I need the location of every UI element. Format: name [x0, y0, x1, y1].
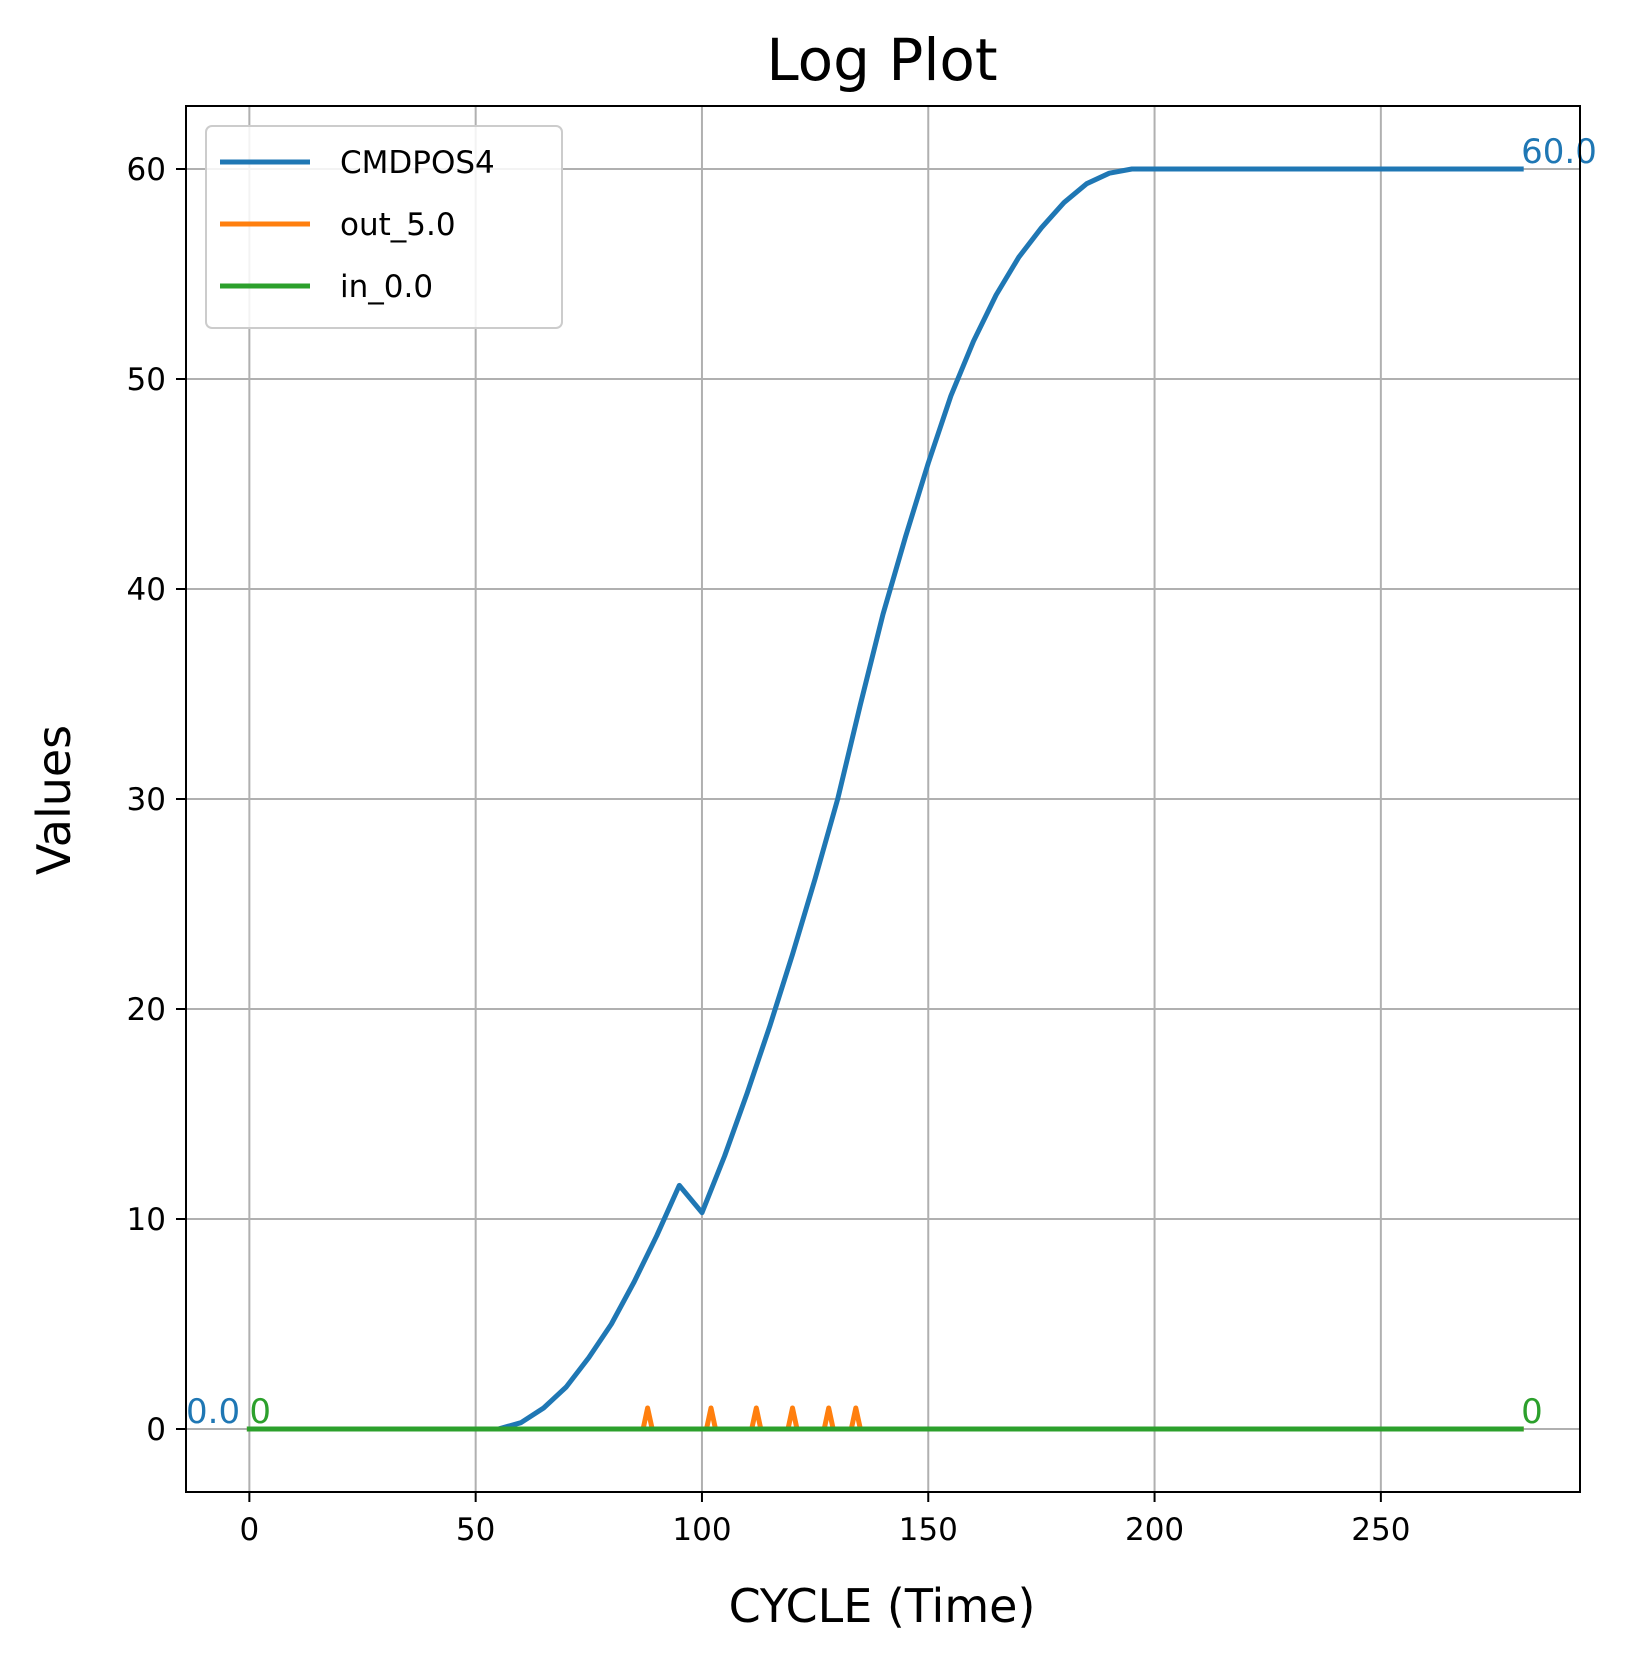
y-tick-label: 30 — [127, 782, 166, 818]
legend-label: CMDPOS4 — [340, 145, 495, 181]
data-annotation: 0 — [1521, 1392, 1543, 1432]
legend-box — [205, 125, 563, 329]
axis-ticks: 0 50 100 150 200 250 0 10 20 30 40 50 60 — [127, 152, 1411, 1548]
x-tick-label: 0 — [239, 1512, 259, 1548]
series-line-CMDPOS4 — [246, 166, 1524, 1432]
legend: CMDPOS4 out_5.0 in_0.0 — [205, 125, 563, 329]
y-axis-label: Values — [27, 725, 81, 875]
y-tick-label: 40 — [127, 572, 166, 608]
x-tick-label: 50 — [456, 1512, 495, 1548]
y-tick-label: 60 — [127, 152, 166, 188]
series-layer — [246, 166, 1524, 1432]
y-tick-label: 0 — [146, 1412, 166, 1448]
plot-frame — [185, 105, 1581, 1493]
data-annotation: 0 — [249, 1392, 271, 1432]
y-tick-label: 20 — [127, 992, 166, 1028]
y-tick-label: 50 — [127, 362, 166, 398]
legend-label: out_5.0 — [340, 207, 456, 243]
x-tick-label: 100 — [672, 1512, 731, 1548]
x-tick-label: 150 — [899, 1512, 958, 1548]
x-tick-label: 250 — [1351, 1512, 1410, 1548]
x-axis-label: CYCLE (Time) — [729, 1579, 1036, 1633]
data-annotation: 60.0 — [1521, 132, 1597, 172]
y-tick-label: 10 — [127, 1202, 166, 1238]
x-tick-label: 200 — [1125, 1512, 1184, 1548]
data-annotation: 0.0 — [186, 1392, 240, 1432]
annotations: 0.0 60.0 0 0 — [186, 132, 1597, 1432]
grid — [186, 106, 1580, 1492]
chart-title: Log Plot — [766, 26, 997, 94]
legend-label: in_0.0 — [340, 269, 433, 305]
